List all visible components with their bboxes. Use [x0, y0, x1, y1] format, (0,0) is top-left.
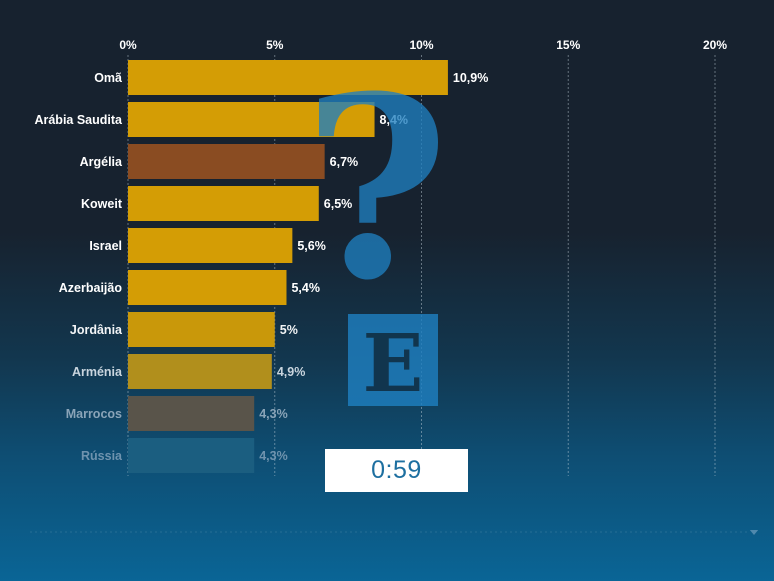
category-label: Koweit	[81, 197, 123, 211]
bar	[128, 60, 448, 95]
value-labels: 10,9% 8,4% 6,7% 6,5% 5,6% 5,4% 5% 4,9% 4,3% 4,3%	[259, 71, 488, 463]
category-label: Marrocos	[66, 407, 122, 421]
category-label: Arménia	[72, 365, 123, 379]
x-tick-label: 15%	[556, 38, 580, 52]
bar	[128, 102, 375, 137]
x-tick-label: 20%	[703, 38, 727, 52]
x-tick-label: 10%	[409, 38, 433, 52]
bar	[128, 228, 293, 263]
x-tick-label: 0%	[119, 38, 137, 52]
value-label: 6,5%	[324, 197, 353, 211]
category-label: Arábia Saudita	[34, 113, 123, 127]
value-label: 5%	[280, 323, 298, 337]
value-label: 5,4%	[291, 281, 320, 295]
value-label: 5,6%	[297, 239, 326, 253]
category-label: Rússia	[81, 449, 123, 463]
bar	[128, 144, 325, 179]
category-label: Israel	[89, 239, 122, 253]
progress-scrubber[interactable]	[30, 530, 760, 540]
category-label: Jordânia	[70, 323, 123, 337]
countdown-timer: 0:59	[325, 449, 468, 492]
bar	[128, 438, 255, 473]
value-label: 4,3%	[259, 407, 288, 421]
value-label: 6,7%	[330, 155, 359, 169]
value-label: 10,9%	[453, 71, 488, 85]
category-label: Omã	[94, 71, 122, 85]
x-tick-label: 5%	[266, 38, 284, 52]
value-label: 8,4%	[380, 113, 409, 127]
category-label: Argélia	[80, 155, 123, 169]
category-label: Azerbaijão	[59, 281, 123, 295]
bar	[128, 354, 272, 389]
bar	[128, 396, 255, 431]
category-labels: Omã Arábia Saudita Argélia Koweit Israel Azer…	[34, 71, 123, 463]
bars	[128, 60, 448, 473]
bar	[128, 312, 275, 347]
bar	[128, 186, 319, 221]
value-label: 4,9%	[277, 365, 306, 379]
x-axis-ticks: 0% 5% 10% 15% 20%	[119, 38, 727, 52]
value-label: 4,3%	[259, 449, 288, 463]
bar	[128, 270, 287, 305]
scrubber-handle-icon	[749, 530, 759, 535]
